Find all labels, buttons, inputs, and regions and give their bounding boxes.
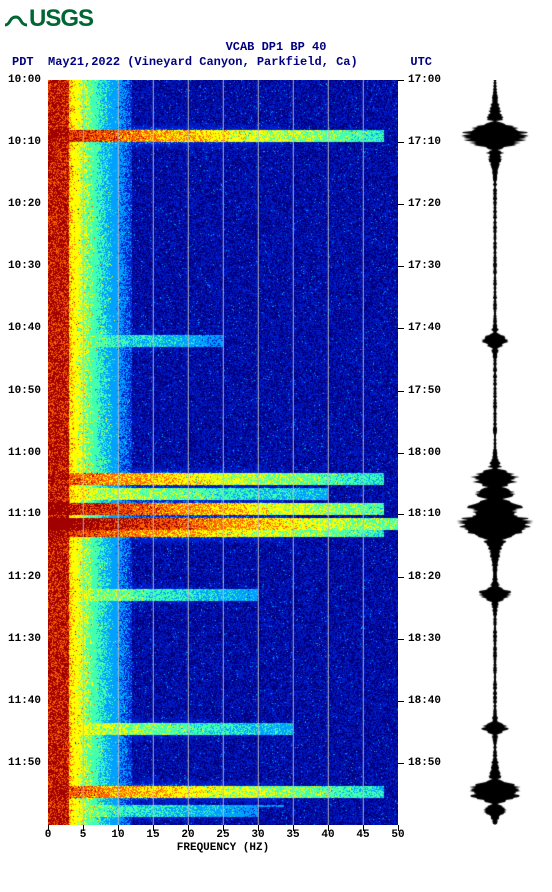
y-left-tick-label: 10:40 — [8, 322, 41, 334]
y-left-tick-label: 10:00 — [8, 74, 41, 86]
tz-right: UTC — [410, 55, 432, 69]
usgs-logo: USGS — [5, 5, 93, 33]
x-axis-title: FREQUENCY (HZ) — [48, 842, 398, 854]
y-right-tick-label: 18:50 — [408, 757, 441, 769]
plot-subtitle: PDT May21,2022 (Vineyard Canyon, Parkfie… — [12, 55, 358, 69]
y-right-tick-label: 18:10 — [408, 508, 441, 520]
plot-title: VCAB DP1 BP 40 — [0, 40, 552, 54]
y-right-tick-label: 17:40 — [408, 322, 441, 334]
spectrogram-plot — [48, 80, 398, 825]
y-right-tick-label: 18:30 — [408, 633, 441, 645]
y-left-tick-label: 11:10 — [8, 508, 41, 520]
logo-text: USGS — [29, 5, 93, 32]
y-left-tick-label: 11:20 — [8, 571, 41, 583]
y-right-tick-label: 18:00 — [408, 447, 441, 459]
y-left-tick-label: 10:30 — [8, 260, 41, 272]
y-right-tick-label: 17:20 — [408, 198, 441, 210]
y-left-tick-label: 11:50 — [8, 757, 41, 769]
usgs-wave-icon — [5, 10, 27, 30]
y-right-tick-label: 17:30 — [408, 260, 441, 272]
date-location: May21,2022 (Vineyard Canyon, Parkfield, … — [48, 55, 358, 69]
y-left-tick-label: 11:00 — [8, 447, 41, 459]
waveform-canvas — [450, 80, 540, 825]
y-right-tick-label: 17:10 — [408, 136, 441, 148]
y-left-tick-label: 10:10 — [8, 136, 41, 148]
y-right-tick-label: 17:50 — [408, 385, 441, 397]
y-left-tick-label: 10:20 — [8, 198, 41, 210]
waveform-plot — [450, 80, 540, 825]
y-left-tick-label: 10:50 — [8, 385, 41, 397]
y-right-tick-label: 18:40 — [408, 695, 441, 707]
y-left-tick-label: 11:30 — [8, 633, 41, 645]
y-right-tick-label: 18:20 — [408, 571, 441, 583]
y-left-tick-label: 11:40 — [8, 695, 41, 707]
tz-left: PDT — [12, 55, 34, 69]
y-right-tick-label: 17:00 — [408, 74, 441, 86]
